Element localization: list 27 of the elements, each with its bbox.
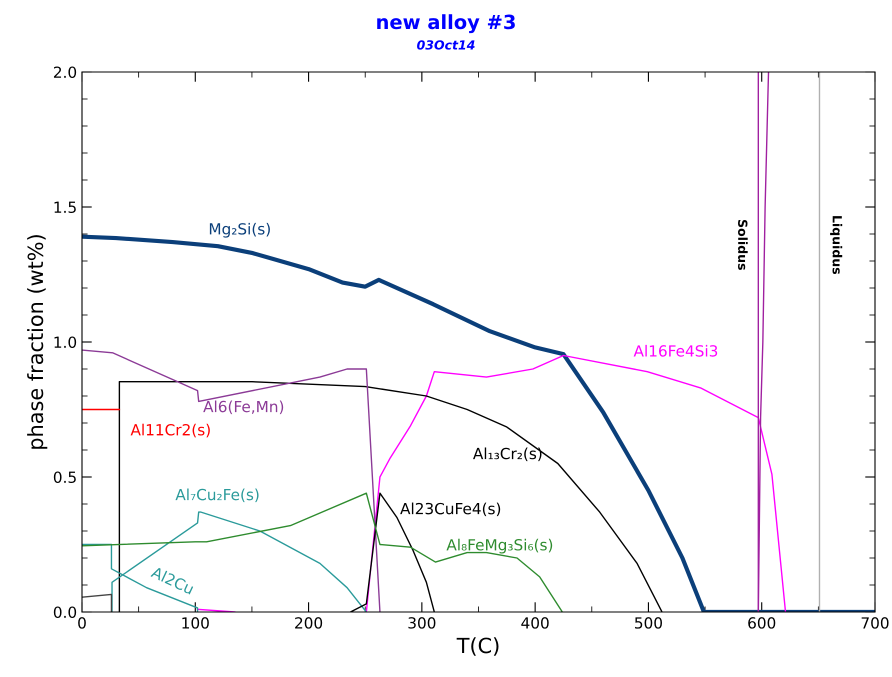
series-label: Al₁₃Cr₂(s) xyxy=(473,447,542,462)
series-label: Al₈FeMg₃Si₆(s) xyxy=(446,538,552,554)
series-label: Al₇Cu₂Fe(s) xyxy=(175,488,259,502)
chart-title: new alloy #3 xyxy=(377,14,515,34)
ref-line-label: Solidus xyxy=(738,220,748,270)
y-tick-label: 0.0 xyxy=(54,606,76,618)
series-label: Al11Cr2(s) xyxy=(130,424,210,438)
x-tick-label: 100 xyxy=(182,617,209,629)
series-label: Mg₂Si(s) xyxy=(210,222,270,238)
series-label: Al23CuFe4(s) xyxy=(400,502,500,516)
y-tick-label: 2.0 xyxy=(54,66,76,78)
x-tick-label: 200 xyxy=(295,617,322,629)
x-tick-label: 0 xyxy=(78,617,86,629)
series-label: Al16Fe4Si3 xyxy=(634,344,718,357)
x-tick-label: 600 xyxy=(748,617,776,629)
x-tick-label: 400 xyxy=(521,617,549,629)
chart-subtitle: 03Oct14 xyxy=(417,40,475,50)
x-tick-label: 700 xyxy=(862,617,889,629)
y-tick-label: 1.0 xyxy=(54,336,76,348)
y-axis-title: phase fraction (wt%) xyxy=(27,235,48,449)
y-tick-label: 1.5 xyxy=(54,202,76,214)
y-tick-label: 0.5 xyxy=(54,471,76,484)
x-tick-label: 300 xyxy=(408,617,436,629)
ref-line-label: Liquidus xyxy=(830,216,842,274)
series-label: Al6(Fe,Mn) xyxy=(203,400,284,414)
x-axis-title: T(C) xyxy=(456,637,498,656)
x-tick-label: 500 xyxy=(635,617,662,629)
